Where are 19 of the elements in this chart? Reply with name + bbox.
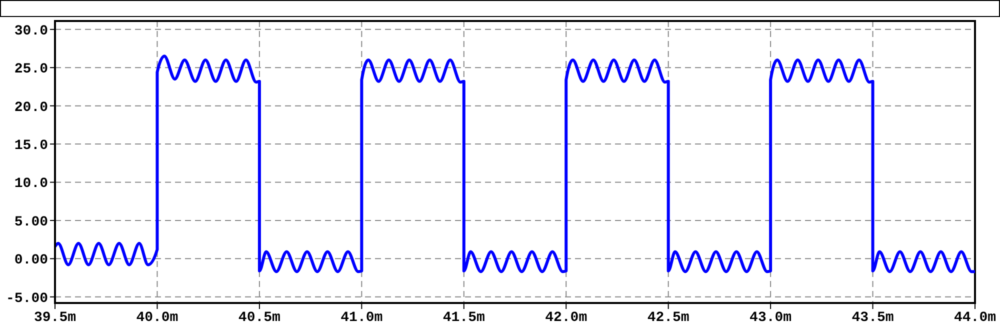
x-tick-label: 41.5m [442,310,485,325]
x-tick-label: 43.5m [852,310,894,325]
y-tick-label: 5.00 [14,214,48,230]
y-tick-label: 25.0 [14,62,48,78]
y-tick-label: 15.0 [14,138,48,154]
x-tick-label: 41.0m [340,310,383,325]
y-tick-label: 0.00 [14,252,48,269]
y-tick-label: -5.00 [6,290,48,307]
x-tick-label: 40.0m [136,310,178,325]
x-tick-label: 39.5m [34,310,76,325]
x-tick-label: 44.0m [954,310,996,325]
x-tick-label: 42.0m [545,310,588,325]
x-tick-label: 43.0m [750,310,792,325]
y-tick-label: 20.0 [14,100,48,116]
y-tick-label: 10.0 [14,176,48,192]
line-series [55,54,975,274]
x-tick-label: 42.5m [647,310,690,325]
y-tick-label: 30.0 [14,23,48,40]
x-tick-label: 40.5m [238,310,280,325]
